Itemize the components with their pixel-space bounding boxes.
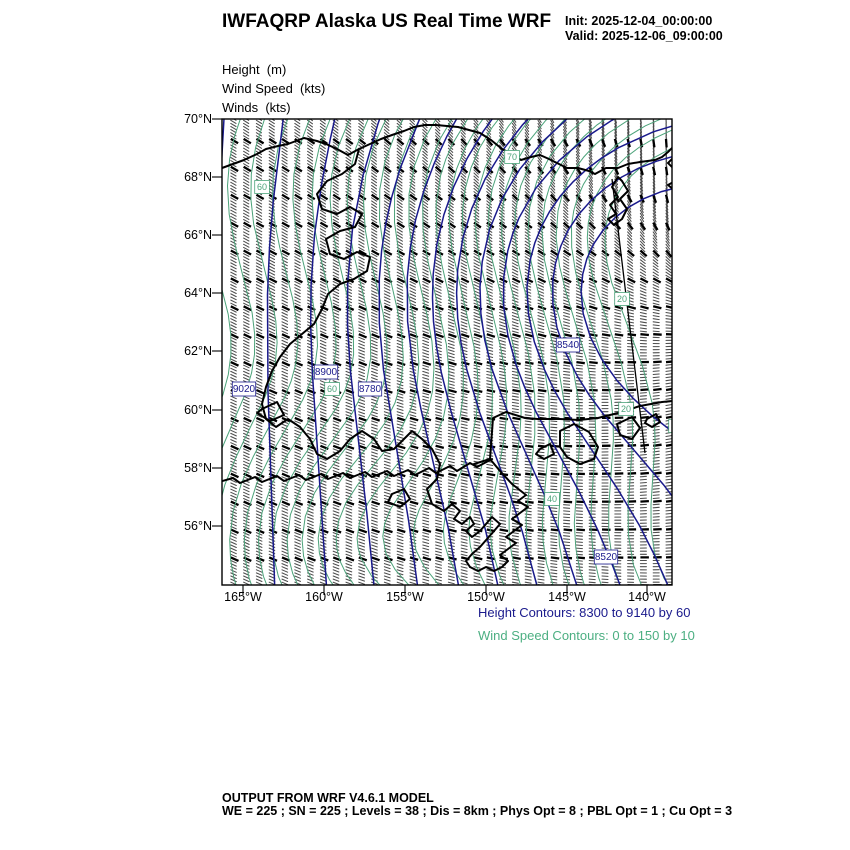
svg-text:8520: 8520 xyxy=(595,552,618,563)
svg-text:8780: 8780 xyxy=(359,384,382,395)
svg-text:70: 70 xyxy=(507,152,517,162)
svg-text:40: 40 xyxy=(547,494,557,504)
svg-text:20: 20 xyxy=(617,294,627,304)
svg-text:8540: 8540 xyxy=(557,340,580,351)
svg-text:60: 60 xyxy=(257,182,267,192)
svg-text:30: 30 xyxy=(712,361,722,371)
svg-text:8900: 8900 xyxy=(315,367,338,378)
svg-text:20: 20 xyxy=(621,404,631,414)
svg-text:9020: 9020 xyxy=(233,384,256,395)
svg-text:60: 60 xyxy=(327,384,337,394)
